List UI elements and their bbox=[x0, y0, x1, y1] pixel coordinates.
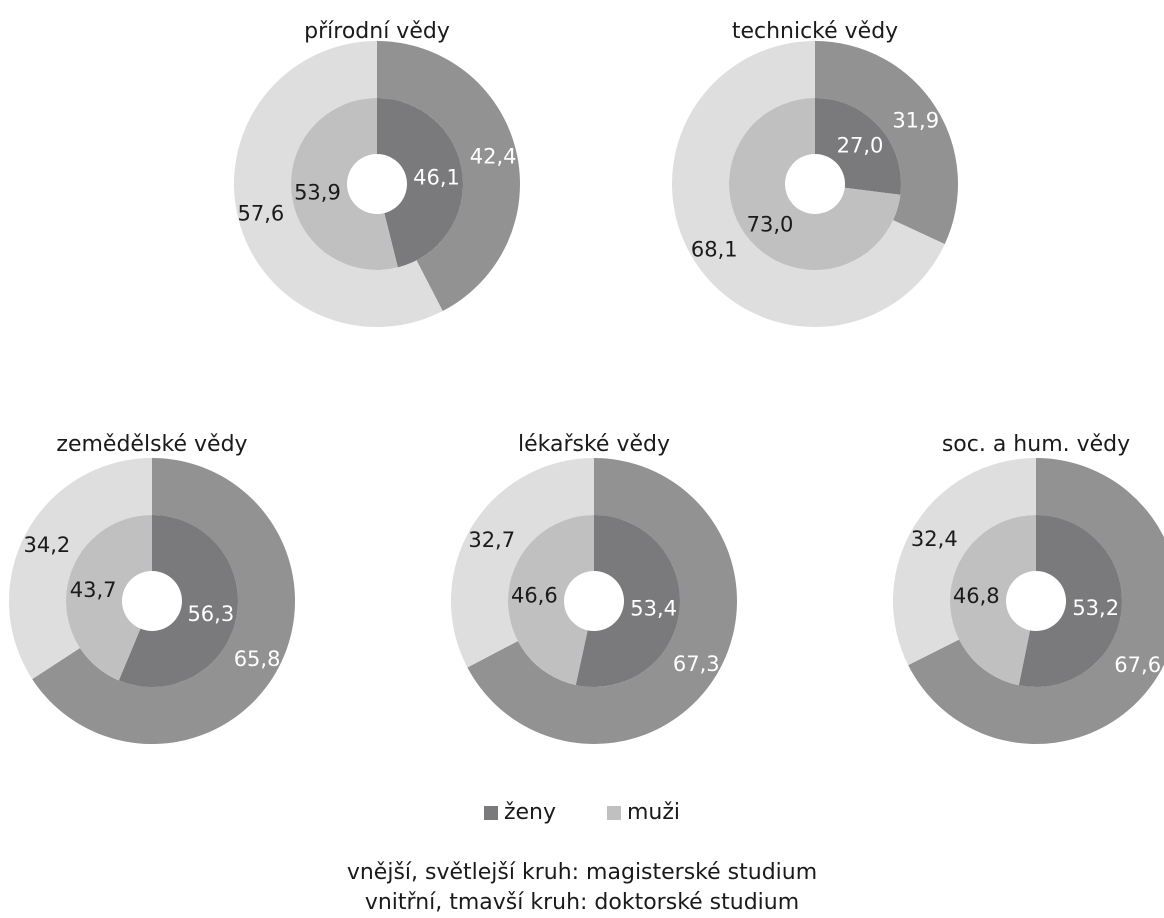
outer-slice-zeny bbox=[32, 458, 295, 745]
data-label: 67,6 bbox=[1114, 653, 1161, 677]
inner-slice-zeny bbox=[1018, 515, 1123, 687]
inner-slice-muzi bbox=[65, 515, 152, 681]
outer-slice-muzi bbox=[450, 458, 594, 668]
data-label: 46,8 bbox=[953, 584, 1000, 608]
donut-chart: zemědělské vědy 65,8 34,2 56,3 43,7 bbox=[8, 432, 295, 745]
data-label: 68,1 bbox=[691, 237, 738, 261]
data-label: 46,6 bbox=[511, 584, 558, 608]
chart-title: technické vědy bbox=[732, 19, 898, 44]
data-label: 53,2 bbox=[1072, 596, 1119, 620]
data-label: 73,0 bbox=[747, 213, 794, 237]
chart-title: přírodní vědy bbox=[304, 19, 450, 44]
data-label: 65,8 bbox=[234, 647, 281, 671]
chart-title: soc. a hum. vědy bbox=[942, 432, 1130, 457]
data-label: 67,3 bbox=[673, 652, 720, 676]
data-label: 34,2 bbox=[24, 533, 71, 557]
inner-slice-muzi bbox=[290, 97, 398, 270]
chart-notes: vnější, světlejší kruh: magisterské stud… bbox=[0, 858, 1164, 918]
donut-chart: lékařské vědy 67,3 32,7 53,4 46,6 bbox=[450, 432, 737, 745]
note-outer-ring: vnější, světlejší kruh: magisterské stud… bbox=[346, 860, 818, 885]
data-label: 42,4 bbox=[470, 145, 517, 169]
data-label: 56,3 bbox=[187, 602, 234, 626]
outer-slice-muzi bbox=[672, 40, 945, 327]
data-label: 53,4 bbox=[630, 596, 677, 620]
outer-slice-muzi bbox=[8, 458, 153, 680]
outer-slice-muzi bbox=[892, 457, 1036, 666]
chart-title: lékařské vědy bbox=[518, 432, 670, 457]
data-label: 46,1 bbox=[413, 166, 460, 190]
data-label: 32,7 bbox=[468, 528, 515, 552]
donut-chart: přírodní vědy 42,4 57,6 46,1 53,9 bbox=[234, 19, 520, 327]
inner-slice-zeny bbox=[575, 515, 680, 687]
chart-title: zemědělské vědy bbox=[56, 432, 247, 457]
legend-swatch-zeny bbox=[483, 805, 498, 820]
inner-slice-muzi bbox=[729, 98, 901, 270]
donut-chart: technické vědy 31,9 68,1 27,0 73,0 bbox=[672, 19, 958, 327]
donut-chart: soc. a hum. vědy 67,6 32,4 53,2 46,8 bbox=[892, 432, 1164, 744]
inner-slice-zeny bbox=[377, 98, 463, 268]
data-label: 57,6 bbox=[238, 201, 285, 225]
data-label: 27,0 bbox=[837, 133, 884, 157]
data-label: 53,9 bbox=[294, 180, 341, 204]
outer-slice-muzi bbox=[234, 41, 443, 327]
legend-label-muzi: muži bbox=[627, 800, 681, 825]
inner-slice-zeny bbox=[815, 98, 901, 195]
inner-slice-muzi bbox=[950, 515, 1036, 686]
inner-slice-zeny bbox=[118, 515, 238, 687]
note-inner-ring: vnitřní, tmavší kruh: doktorské studium bbox=[364, 890, 800, 915]
outer-slice-zeny bbox=[908, 458, 1164, 744]
data-label: 43,7 bbox=[70, 578, 117, 602]
outer-slice-zeny bbox=[467, 458, 737, 745]
outer-slice-zeny bbox=[815, 41, 958, 245]
legend-label-zeny: ženy bbox=[503, 800, 556, 825]
legend-swatch-muzi bbox=[607, 805, 621, 820]
donut-charts-area: přírodní vědy 42,4 57,6 46,1 53,9 technické v… bbox=[8, 19, 1164, 745]
legend: ženy muži bbox=[0, 800, 1164, 826]
outer-slice-zeny bbox=[377, 41, 520, 312]
inner-slice-muzi bbox=[507, 515, 594, 686]
data-label: 31,9 bbox=[892, 109, 939, 133]
data-label: 32,4 bbox=[911, 527, 958, 551]
legend-item-zeny: ženy bbox=[483, 800, 556, 825]
legend-item-muzi: muži bbox=[607, 800, 680, 825]
